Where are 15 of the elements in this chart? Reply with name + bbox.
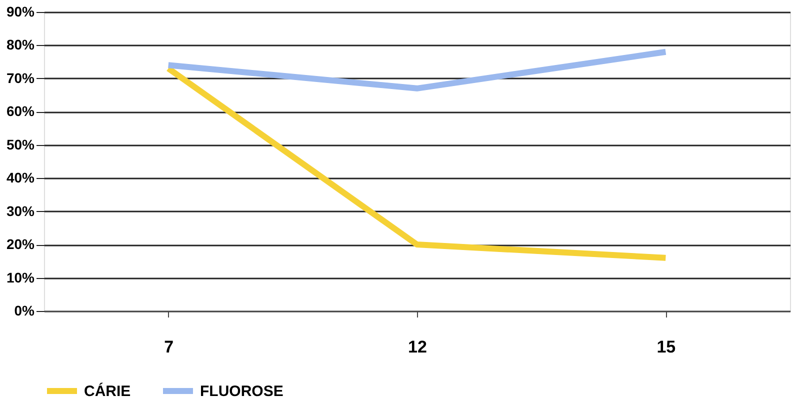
y-tick-label: 0% [14,302,36,318]
y-tick-label: 90% [6,4,36,20]
y-tick-label: 70% [6,70,36,86]
y-tick-label: 60% [6,103,36,120]
x-tick-label: 12 [408,338,427,356]
y-tick-label: 40% [6,170,36,186]
x-tick-label: 15 [656,338,676,356]
legend-label: CÁRIE [84,382,131,400]
y-tick-label: 30% [6,202,36,219]
y-tick-label: 80% [6,36,36,53]
legend-label: FLUOROSE [200,383,284,400]
x-tick-label: 7 [164,338,174,356]
y-tick-label: 10% [6,269,36,286]
y-tick-label: 50% [6,136,36,152]
y-tick-label: 20% [6,236,36,252]
